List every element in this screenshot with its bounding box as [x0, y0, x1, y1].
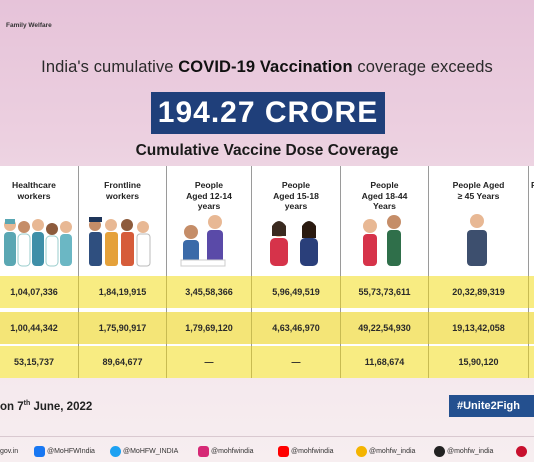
footer-item-twitter[interactable]: @MoHFW_INDIA [110, 445, 178, 457]
footer-text: @MoHFW_INDIA [123, 447, 179, 455]
header-line: Healthcare [12, 180, 56, 190]
koo-icon [356, 445, 367, 457]
table-cell: 1,84,19,915 [78, 276, 166, 308]
subheading: Cumulative Vaccine Dose Coverage [135, 142, 399, 159]
footer-text: @mohfw_india [369, 447, 416, 455]
date-prefix: on 7 [0, 400, 24, 413]
table-cell: 1,04,07,336 [10, 287, 58, 297]
date-suffix: June, 2022 [30, 400, 93, 413]
date-sup: th [23, 400, 31, 407]
header-line: years [284, 201, 308, 211]
adults-illustration [363, 215, 401, 266]
header-line: workers [17, 190, 51, 201]
table-cell: 89,64,677 [78, 346, 166, 378]
total-doses-figure: 194.27 CRORE [151, 92, 385, 134]
footer-item-koo[interactable]: @mohfw_india [356, 445, 415, 457]
column-header: People Aged 12-14 years [167, 166, 251, 274]
sharechat-icon [434, 445, 445, 457]
senior-illustration [467, 214, 487, 266]
header-line: Aged 18-44 [361, 190, 408, 201]
header-line: years [197, 201, 221, 211]
table-cell: 49,22,54,930 [340, 312, 428, 344]
table-cell: 19,13,42,058 [428, 312, 528, 344]
header-line: Aged 12-14 [186, 190, 232, 201]
table-cell: 20,32,89,319 [428, 276, 528, 308]
table-cell: 11,68,674 [340, 346, 428, 378]
twitter-icon [110, 445, 121, 457]
teenagers-illustration [270, 221, 318, 266]
table-cell: 4,63,46,970 [251, 312, 340, 344]
table-cell [528, 346, 534, 378]
footer-item-sharechat[interactable]: @mohfw_india [434, 445, 493, 457]
header-line: workers [106, 190, 139, 201]
table-cell: 1,00,44,342 [10, 323, 58, 333]
date-line: on 7th June, 2022 [0, 400, 92, 413]
healthcare-workers-illustration [4, 219, 72, 267]
column-truncated: P [528, 166, 534, 378]
header-line: People [194, 180, 224, 190]
footer-text: @mohfwindia [291, 447, 334, 455]
table-cell: 5,96,49,519 [251, 276, 340, 308]
frontline-workers-illustration [89, 217, 151, 267]
column-header: People Aged 18-44 Years [341, 166, 428, 274]
column-header: Frontline workers [79, 166, 166, 274]
table-cell: 53,15,737 [13, 357, 55, 367]
headline: India's cumulative COVID-19 Vaccination … [0, 58, 534, 77]
table-row-dose2: 1,00,44,342 1,75,90,917 1,79,69,120 4,63… [0, 312, 534, 344]
column-header: Healthcare workers [0, 166, 78, 274]
footer-item-facebook[interactable]: @MoHFWIndia [34, 445, 95, 457]
footer-item-youtube[interactable]: @mohfwindia [278, 445, 334, 457]
pinterest-icon [516, 445, 527, 457]
table-cell: 1,79,69,120 [166, 312, 251, 344]
footer-item-web[interactable]: gov.in [0, 445, 18, 457]
table-cell [528, 312, 534, 344]
table-cell: 55,73,73,611 [340, 276, 428, 308]
header-line: People [370, 180, 399, 190]
footer-text: gov.in [0, 447, 19, 455]
table-row-precaution: 53,15,737 89,64,677 — — 11,68,674 15,90,… [0, 346, 534, 378]
column-header: People Aged ≥ 45 Years [429, 166, 528, 274]
header-line: Aged 15-18 [273, 190, 319, 201]
hashtag-badge: #Unite2Figh [449, 395, 534, 417]
table-cell [528, 276, 534, 308]
table-cell: 1,75,90,917 [78, 312, 166, 344]
footer-text: @mohfw_india [447, 447, 494, 455]
column-header: People Aged 15-18 years [252, 166, 340, 274]
table-cell: — [251, 346, 340, 378]
vaccination-illustration [180, 215, 226, 267]
table-cell: 3,45,58,366 [166, 276, 251, 308]
header-line: People [281, 180, 311, 190]
instagram-icon [198, 445, 209, 457]
column-header: P [529, 166, 534, 274]
facebook-icon [34, 445, 45, 457]
footer-item-pinterest[interactable] [516, 445, 529, 457]
headline-prefix: India's cumulative [41, 58, 179, 76]
footer-item-instagram[interactable]: @mohfwindia [198, 445, 254, 457]
social-footer: gov.in @MoHFWIndia @MoHFW_INDIA @mohfwin… [0, 436, 534, 462]
header-line: Years [373, 201, 396, 211]
header-line: P [531, 180, 534, 190]
table-cell: 15,90,120 [428, 346, 528, 378]
footer-text: @MoHFWIndia [47, 447, 95, 455]
header-line: People Aged [452, 180, 505, 190]
footer-text: @mohfwindia [211, 447, 254, 455]
coverage-table: Healthcare workers Frontline workers [0, 166, 534, 378]
table-cell: — [166, 346, 251, 378]
headline-bold: COVID-19 Vaccination [178, 58, 353, 76]
ministry-name-fragment: Family Welfare [6, 22, 52, 29]
youtube-icon [278, 445, 289, 457]
headline-suffix: coverage exceeds [352, 58, 493, 76]
header-line: Frontline [104, 180, 141, 190]
header-line: ≥ 45 Years [457, 190, 500, 201]
table-row-dose1: 1,04,07,336 1,84,19,915 3,45,58,366 5,96… [0, 276, 534, 308]
